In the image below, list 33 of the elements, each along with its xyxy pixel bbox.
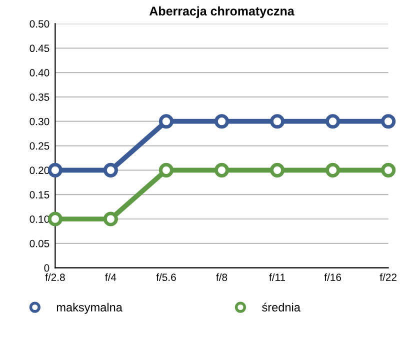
- y-tick-label: 0.05: [30, 240, 50, 248]
- y-tick-label: 0: [44, 264, 50, 272]
- x-tick-label: f/4: [105, 273, 116, 282]
- point: [381, 162, 396, 178]
- y-tick-label: 0.35: [30, 93, 50, 101]
- point: [326, 114, 340, 129]
- x-tick-label: f/11: [269, 273, 286, 282]
- y-tick-label: 0.40: [30, 69, 50, 76]
- point: [326, 162, 340, 178]
- point: [381, 114, 396, 129]
- point: [103, 162, 118, 178]
- point: [48, 212, 62, 226]
- point: [214, 162, 230, 178]
- x-tick-label: f/5.6: [156, 273, 176, 282]
- point: [158, 114, 174, 129]
- chart-title: Aberracja chromatyczna: [149, 6, 294, 18]
- y-tick-label: 0.25: [30, 142, 50, 150]
- x-tick-label: f/16: [324, 273, 342, 282]
- y-tick-label: 0.30: [30, 118, 50, 126]
- point: [270, 162, 285, 178]
- point: [48, 162, 62, 178]
- x-tick-label: f/2.8: [45, 273, 65, 282]
- y-tick-label: 0.50: [30, 20, 50, 28]
- point: [214, 114, 230, 129]
- point: [158, 162, 174, 178]
- legend-label: maksymalna: [56, 302, 122, 314]
- y-tick-label: 0.15: [30, 191, 50, 198]
- y-tick-label: 0.45: [30, 44, 50, 52]
- x-tick-label: f/22: [380, 273, 396, 282]
- point: [103, 212, 118, 226]
- x-tick-label: f/8: [216, 273, 228, 282]
- point: [270, 114, 285, 129]
- legend-label: średnia: [262, 302, 300, 312]
